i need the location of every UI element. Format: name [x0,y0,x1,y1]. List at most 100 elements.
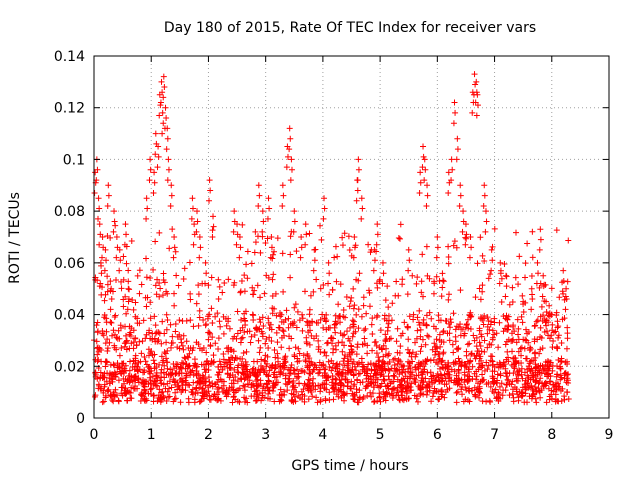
data-point [347,385,354,392]
data-point [349,333,356,340]
data-point [371,366,378,373]
data-point [171,378,178,385]
data-point [350,285,357,292]
data-point [476,355,483,362]
data-point [533,399,540,406]
data-point [372,338,379,345]
data-point [120,296,127,303]
data-point [311,335,318,342]
data-point [168,182,175,189]
data-point [439,270,446,277]
data-point [311,257,318,264]
data-point [222,359,229,366]
data-point [301,380,308,387]
data-point [489,243,496,250]
data-point [237,289,244,296]
data-point [467,234,474,240]
data-point [305,329,312,336]
data-point [429,381,436,388]
data-point [438,359,445,366]
data-point [351,244,358,251]
data-point [266,325,273,332]
data-point [196,254,203,261]
data-point [199,347,206,354]
data-point [397,343,404,350]
data-point [329,287,336,294]
data-point [152,382,159,389]
data-point [147,390,154,397]
data-point [171,234,178,240]
data-point [504,316,511,323]
data-point [475,388,482,395]
data-point [280,370,287,377]
data-point [234,330,241,337]
data-point [479,288,486,295]
data-point [333,278,340,285]
data-point [503,373,510,380]
data-point [449,341,456,348]
data-point [467,326,474,333]
data-point [210,352,217,359]
data-point [417,179,424,186]
data-point [196,307,203,314]
data-point [104,387,111,394]
data-point [358,215,365,222]
data-point [238,335,245,342]
data-point [239,334,246,341]
data-point [369,390,376,397]
data-point [476,389,483,396]
data-point [329,335,336,342]
data-point [269,255,276,262]
data-point [173,272,180,279]
data-point [230,282,237,289]
data-point [394,360,401,367]
data-point [494,380,501,387]
data-point [451,368,458,375]
data-point [436,331,443,338]
data-point [368,393,375,400]
data-point [408,380,415,387]
data-point [233,387,240,394]
data-point [112,373,119,380]
data-point [379,259,386,266]
data-point [377,371,384,378]
data-point [420,391,427,398]
data-point [346,303,353,310]
data-point [109,396,116,403]
data-point [232,374,239,381]
data-point [453,399,460,406]
data-point [249,380,256,387]
x-tick-label: 1 [147,427,156,443]
data-point [371,257,378,264]
data-point [291,218,298,225]
data-point [459,384,466,391]
data-point [248,260,255,267]
data-point [126,345,133,352]
data-point [245,373,252,380]
data-point [420,320,427,327]
data-point [528,285,535,292]
data-point [249,366,256,373]
x-tick-label: 4 [318,427,327,443]
data-point [441,394,448,401]
data-point [175,282,182,289]
data-point [205,336,212,343]
data-point [264,235,271,242]
x-tick-label: 7 [490,427,499,443]
data-point [113,277,120,284]
data-point [564,389,571,396]
data-point [104,281,111,288]
data-point [518,344,525,351]
data-point [261,290,268,297]
data-point [152,330,159,337]
data-point [549,367,556,374]
data-point [457,332,464,339]
data-point [549,321,556,328]
data-point [355,306,362,313]
data-point [290,391,297,398]
data-point [94,166,101,173]
data-point [241,272,248,279]
data-point [252,397,259,404]
data-point [150,266,157,273]
data-point [192,390,199,397]
